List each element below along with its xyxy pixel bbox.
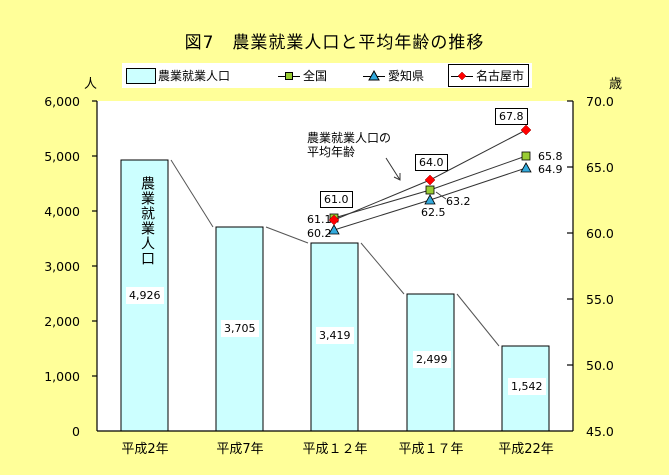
- legend: 農業就業人口 全国 愛知県 名古屋市: [122, 63, 532, 88]
- nagoya-point-label: 64.0: [415, 154, 448, 171]
- left-tick: 2,000: [44, 314, 80, 329]
- right-tick: 70.0: [586, 94, 614, 109]
- average-age-annotation: 農業就業人口の 平均年齢: [307, 131, 391, 159]
- x-category-label: 平成１２年: [302, 442, 368, 457]
- legend-label: 名古屋市: [476, 69, 525, 83]
- left-tick: 6,000: [44, 94, 80, 109]
- legend-item-farm-population: 農業就業人口: [126, 63, 230, 88]
- left-tick: 3,000: [44, 259, 80, 274]
- legend-label: 愛知県: [388, 69, 425, 83]
- bar-value-label: 3,419: [316, 327, 354, 344]
- square-marker-icon: [278, 69, 300, 83]
- national-point-label: 61.1: [307, 213, 332, 226]
- x-category-label: 平成2年: [121, 442, 169, 457]
- nagoya-point-label: 61.0: [320, 191, 353, 208]
- legend-item-nagoya: 名古屋市: [448, 64, 530, 87]
- legend-label: 農業就業人口: [158, 69, 231, 83]
- left-tick: 1,000: [44, 369, 80, 384]
- left-axis-unit: 人: [84, 77, 98, 92]
- diamond-marker-icon: [451, 69, 473, 83]
- left-tick: 5,000: [44, 149, 80, 164]
- right-axis-unit: 歳: [609, 77, 623, 92]
- annotation-line1: 農業就業人口の: [307, 131, 392, 145]
- x-category-label: 平成22年: [498, 442, 554, 457]
- legend-item-aichi: 愛知県: [363, 63, 424, 88]
- aichi-point-label: 64.9: [538, 163, 563, 176]
- triangle-marker-icon: [363, 69, 385, 83]
- bar-swatch-icon: [126, 67, 156, 84]
- left-tick: 4,000: [44, 204, 80, 219]
- chart-title: 図7 農業就業人口と平均年齢の推移: [184, 33, 485, 53]
- right-tick: 45.0: [586, 424, 614, 439]
- national-point-label: 65.8: [538, 150, 563, 163]
- x-category-label: 平成１７年: [398, 442, 464, 457]
- right-tick: 65.0: [586, 160, 614, 175]
- legend-item-national: 全国: [278, 63, 327, 88]
- bar-value-label: 3,705: [221, 320, 259, 337]
- bar-value-label: 1,542: [508, 378, 546, 395]
- bar-value-label: 2,499: [413, 351, 451, 368]
- x-category-label: 平成7年: [216, 442, 264, 457]
- legend-label: 全国: [303, 69, 328, 83]
- bar-series-vertical-label: 農業就業人口: [139, 176, 155, 266]
- right-tick: 55.0: [586, 292, 614, 307]
- bar-value-label: 4,926: [126, 287, 164, 304]
- aichi-point-label: 62.5: [421, 206, 446, 219]
- right-tick: 60.0: [586, 226, 614, 241]
- national-point-label: 63.2: [446, 195, 471, 208]
- annotation-line2: 平均年齢: [307, 145, 356, 159]
- aichi-point-label: 60.2: [307, 227, 332, 240]
- nagoya-point-label: 67.8: [495, 108, 528, 125]
- left-tick: 0: [72, 424, 80, 439]
- right-tick: 50.0: [586, 358, 614, 373]
